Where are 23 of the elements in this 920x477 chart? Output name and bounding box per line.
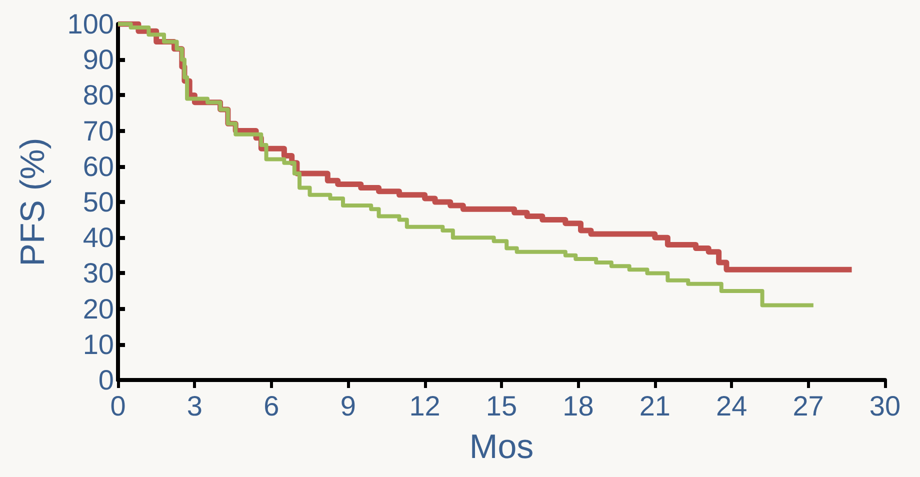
x-tick-label: 18 xyxy=(562,390,594,422)
y-tick-label: 10 xyxy=(82,328,114,360)
y-tick-label: 30 xyxy=(82,258,114,289)
y-tick-label: 100 xyxy=(67,8,114,40)
y-tick-label: 50 xyxy=(82,186,114,218)
x-tick-label: 15 xyxy=(486,390,518,422)
x-tick-label: 30 xyxy=(869,390,901,422)
y-tick-label: 40 xyxy=(82,222,114,254)
y-axis-title: PFS (%) xyxy=(14,138,52,266)
x-axis-title: Mos xyxy=(469,428,534,466)
x-tick-label: 27 xyxy=(792,390,824,422)
y-tick-label: 80 xyxy=(82,80,114,111)
y-tick-label: 70 xyxy=(82,115,114,146)
y-tick-label: 20 xyxy=(82,293,114,324)
x-tick-label: 21 xyxy=(639,390,670,422)
x-tick-label: 3 xyxy=(186,390,202,422)
x-tick-label: 6 xyxy=(264,390,280,422)
y-tick-label: 0 xyxy=(98,364,114,396)
x-tick-label: 9 xyxy=(340,390,356,422)
x-tick-label: 24 xyxy=(716,390,748,422)
y-tick-label: 60 xyxy=(82,150,114,182)
x-tick-label: 12 xyxy=(409,390,440,422)
y-tick-label: 90 xyxy=(82,44,114,76)
